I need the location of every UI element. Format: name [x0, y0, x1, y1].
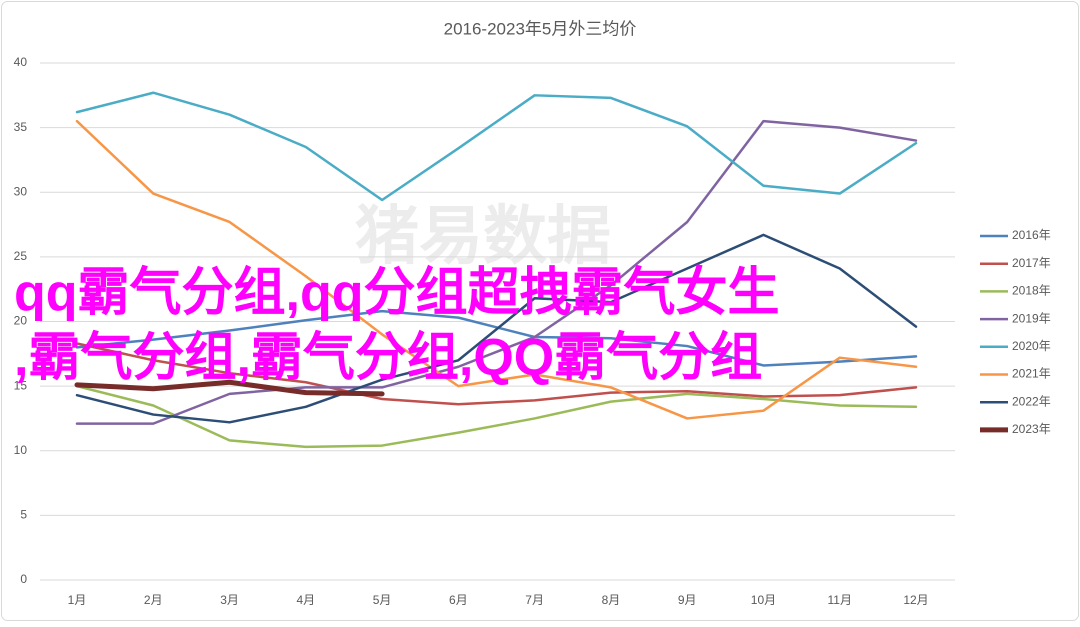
series-line	[75, 119, 918, 425]
series-line	[75, 309, 918, 367]
y-tick-label: 30	[14, 184, 28, 198]
legend-label: 2022年	[1012, 394, 1051, 408]
legend-label: 2016年	[1012, 228, 1051, 242]
x-tick-label: 7月	[525, 593, 544, 607]
series-line	[75, 384, 918, 449]
x-tick-label: 10月	[751, 593, 776, 607]
legend-label: 2021年	[1012, 367, 1051, 381]
legend-label: 2020年	[1012, 339, 1051, 353]
overlay-text: ,霸气分组,霸气分组,QQ霸气分组	[14, 329, 762, 387]
series-line	[75, 119, 918, 420]
x-tick-label: 9月	[678, 593, 697, 607]
x-tick-label: 1月	[68, 593, 87, 607]
y-tick-label: 35	[14, 120, 28, 134]
overlay-text: qq霸气分组,qq分组超拽霸气女生	[14, 264, 780, 322]
x-tick-label: 6月	[449, 593, 468, 607]
series-line	[74, 379, 385, 397]
x-tick-label: 11月	[827, 593, 851, 607]
legend-label: 2018年	[1012, 284, 1051, 298]
x-tick-label: 8月	[602, 593, 621, 607]
y-tick-label: 10	[14, 443, 28, 457]
x-tick-label: 5月	[373, 593, 392, 607]
legend-label: 2017年	[1012, 256, 1051, 270]
x-tick-label: 3月	[220, 593, 239, 607]
legend-label: 2023年	[1012, 422, 1051, 436]
y-tick-label: 0	[20, 572, 27, 586]
y-tick-label: 15	[14, 378, 28, 392]
chart-title: 2016-2023年5月外三均价	[444, 19, 637, 38]
watermark: 猪易数据	[355, 200, 611, 272]
x-tick-label: 12月	[903, 593, 928, 607]
series-line	[75, 91, 918, 202]
x-tick-label: 4月	[296, 593, 315, 607]
y-tick-label: 40	[14, 55, 28, 69]
series-line	[75, 342, 918, 406]
y-tick-label: 25	[14, 249, 28, 263]
legend-label: 2019年	[1012, 311, 1051, 325]
y-tick-label: 5	[20, 508, 27, 522]
x-tick-label: 2月	[144, 593, 163, 607]
series-line	[75, 233, 918, 424]
y-tick-label: 20	[14, 314, 28, 328]
